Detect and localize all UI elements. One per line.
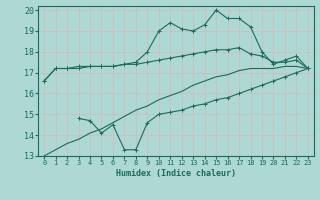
X-axis label: Humidex (Indice chaleur): Humidex (Indice chaleur) <box>116 169 236 178</box>
